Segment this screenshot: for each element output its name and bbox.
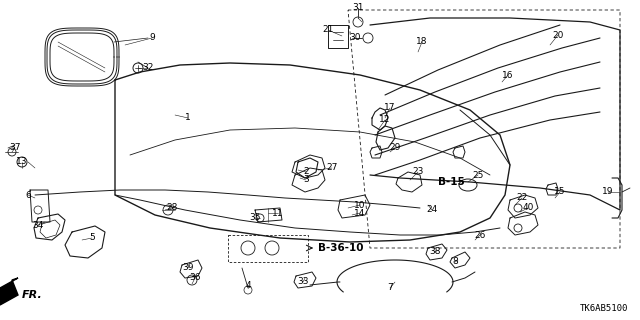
Polygon shape: [0, 278, 18, 305]
Text: 37: 37: [9, 143, 20, 153]
Text: 13: 13: [16, 157, 28, 166]
Text: 12: 12: [380, 116, 390, 124]
Text: 20: 20: [552, 30, 564, 39]
Text: 11: 11: [272, 209, 284, 218]
Text: 31: 31: [352, 4, 364, 12]
Text: 3: 3: [303, 175, 309, 185]
Text: 35: 35: [249, 213, 260, 222]
Text: 18: 18: [416, 37, 428, 46]
Text: 40: 40: [522, 204, 534, 212]
Text: 4: 4: [245, 281, 251, 290]
Text: 19: 19: [602, 188, 614, 196]
Text: 27: 27: [326, 164, 338, 172]
Text: 24: 24: [426, 205, 438, 214]
Text: 23: 23: [412, 167, 424, 177]
Text: 6: 6: [25, 190, 31, 199]
Text: 1: 1: [185, 114, 191, 123]
Text: B-15: B-15: [438, 177, 465, 187]
Text: 2: 2: [303, 167, 309, 177]
Text: 28: 28: [166, 204, 178, 212]
Text: 9: 9: [149, 34, 155, 43]
Text: TK6AB5100: TK6AB5100: [580, 304, 628, 313]
Text: 38: 38: [429, 247, 441, 257]
Text: B-36-10: B-36-10: [318, 243, 364, 253]
Text: FR.: FR.: [22, 290, 43, 300]
Text: 26: 26: [474, 230, 486, 239]
Text: 5: 5: [89, 234, 95, 243]
Text: 25: 25: [472, 171, 484, 180]
Text: 32: 32: [142, 63, 154, 73]
Text: 30: 30: [349, 34, 361, 43]
Text: 21: 21: [323, 26, 333, 35]
Text: 34: 34: [32, 220, 44, 229]
Text: 15: 15: [554, 188, 566, 196]
Text: 14: 14: [355, 209, 365, 218]
Text: 8: 8: [452, 258, 458, 267]
Text: 22: 22: [516, 194, 527, 203]
Text: 16: 16: [502, 70, 514, 79]
Text: 36: 36: [189, 274, 201, 283]
Text: 29: 29: [389, 143, 401, 153]
Text: 39: 39: [182, 263, 194, 273]
Text: 7: 7: [387, 284, 393, 292]
Text: 33: 33: [297, 277, 308, 286]
Text: 17: 17: [384, 103, 396, 113]
Text: 10: 10: [355, 201, 365, 210]
